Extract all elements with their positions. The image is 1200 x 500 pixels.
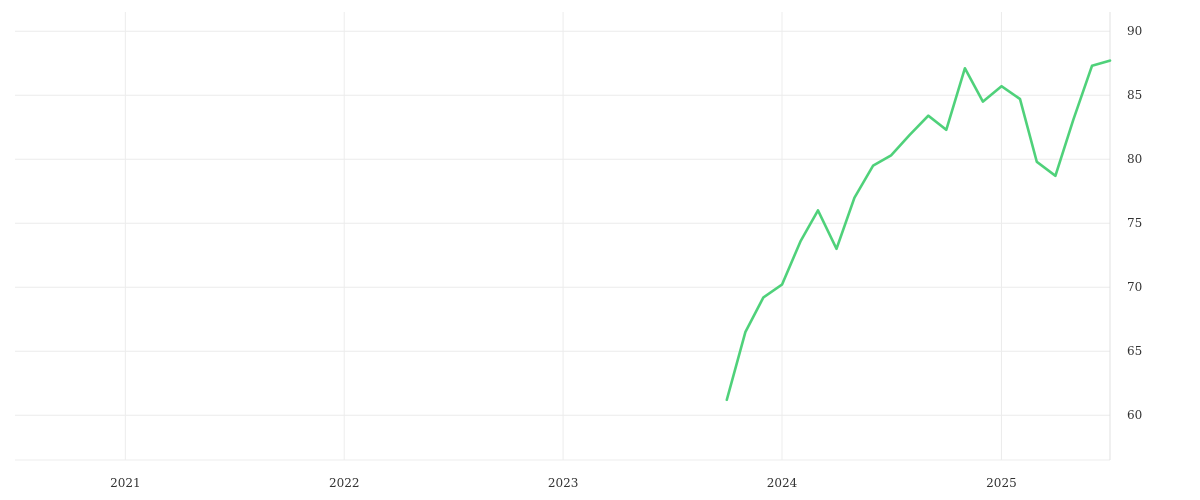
y-tick-label: 60 (1127, 408, 1142, 422)
y-gridlines (15, 30, 1110, 461)
x-tick-label: 2021 (110, 476, 141, 490)
series-line (725, 59, 1112, 402)
y-tick-labels: 60 65 70 75 80 85 90 (1127, 24, 1142, 422)
x-tick-label: 2022 (329, 476, 360, 490)
y-tick-label: 90 (1127, 24, 1142, 38)
x-gridlines (124, 12, 1002, 460)
y-tick-label: 65 (1127, 344, 1142, 358)
x-tick-label: 2024 (767, 476, 798, 490)
y-tick-label: 75 (1127, 216, 1142, 230)
x-tick-label: 2023 (548, 476, 579, 490)
x-tick-label: 2025 (986, 476, 1017, 490)
x-tick-labels: 2021 2022 2023 2024 2025 (110, 476, 1017, 490)
y-tick-label: 80 (1127, 152, 1142, 166)
y-tick-label: 70 (1127, 280, 1142, 294)
y-tick-label: 85 (1127, 88, 1142, 102)
series-layer (725, 59, 1112, 402)
